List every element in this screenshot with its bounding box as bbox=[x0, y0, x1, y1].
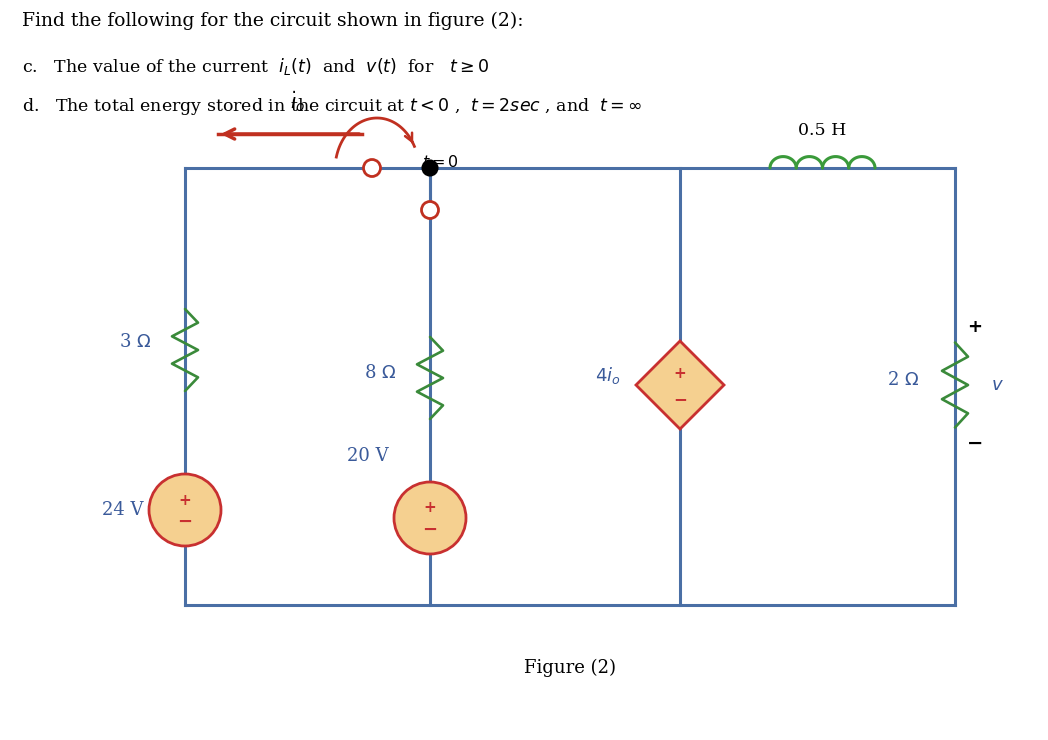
Text: $\dot{\imath}_o$: $\dot{\imath}_o$ bbox=[290, 89, 306, 114]
Text: +: + bbox=[967, 318, 982, 336]
Text: 3 $\Omega$: 3 $\Omega$ bbox=[118, 333, 151, 351]
Text: 2 $\Omega$: 2 $\Omega$ bbox=[887, 371, 919, 389]
Text: −: − bbox=[422, 521, 438, 539]
Text: $t = 0$: $t = 0$ bbox=[422, 155, 459, 172]
Text: +: + bbox=[423, 500, 436, 516]
Text: +: + bbox=[674, 366, 686, 380]
Text: c.   The value of the current  $i_L(t)$  and  $v(t)$  for   $t \geq 0$: c. The value of the current $i_L(t)$ and… bbox=[22, 56, 489, 77]
Text: Find the following for the circuit shown in figure (2):: Find the following for the circuit shown… bbox=[22, 12, 524, 30]
Text: $v$: $v$ bbox=[990, 376, 1003, 394]
Text: +: + bbox=[178, 493, 192, 508]
Text: 0.5 H: 0.5 H bbox=[799, 121, 847, 138]
Circle shape bbox=[149, 474, 221, 546]
Circle shape bbox=[364, 160, 380, 177]
Text: $4i_o$: $4i_o$ bbox=[595, 365, 620, 386]
Polygon shape bbox=[636, 341, 724, 429]
Circle shape bbox=[422, 161, 437, 175]
Text: −: − bbox=[177, 513, 193, 531]
Text: 24 V: 24 V bbox=[103, 501, 144, 519]
Text: 8 $\Omega$: 8 $\Omega$ bbox=[364, 364, 396, 382]
Text: 20 V: 20 V bbox=[347, 447, 389, 465]
Text: −: − bbox=[673, 390, 686, 408]
Text: d.   The total energy stored in the circuit at $t < 0$ ,  $t = 2sec$ , and  $t =: d. The total energy stored in the circui… bbox=[22, 96, 642, 117]
Text: Figure (2): Figure (2) bbox=[524, 659, 616, 677]
Text: −: − bbox=[967, 434, 983, 452]
Circle shape bbox=[421, 201, 438, 218]
Circle shape bbox=[394, 482, 466, 554]
